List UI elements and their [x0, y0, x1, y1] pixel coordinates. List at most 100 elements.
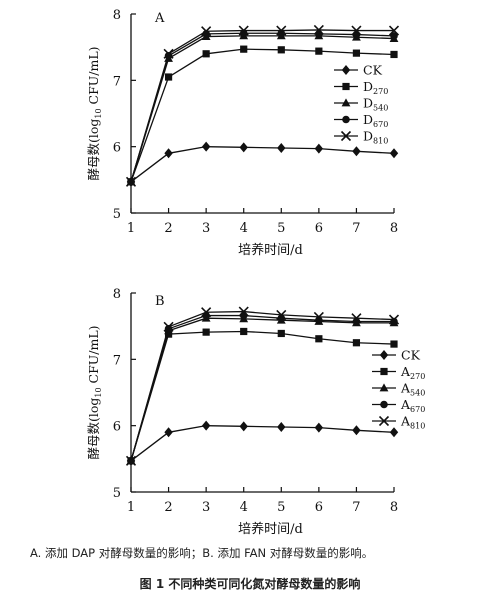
data-point — [390, 32, 398, 40]
y-tick-label: 7 — [113, 353, 121, 368]
series-ck — [126, 420, 399, 466]
series-d810 — [125, 24, 400, 187]
series-line — [130, 314, 394, 462]
data-point — [277, 29, 286, 38]
series-d270 — [127, 45, 398, 186]
x-tick-label: 4 — [240, 500, 248, 515]
legend-label-main: CK — [401, 348, 421, 363]
panel-label: B — [155, 294, 165, 309]
data-point — [313, 24, 324, 35]
legend-label: A810 — [400, 414, 425, 431]
legend-label: A670 — [400, 397, 425, 414]
y-axis-title-part: CFU/mL) — [86, 325, 101, 387]
data-point — [238, 25, 249, 36]
data-point — [239, 311, 248, 320]
x-tick-label: 6 — [315, 500, 323, 515]
y-axis-title: 酵母数(log10 CFU/mL) — [86, 46, 103, 180]
legend-label-subscript: 670 — [410, 405, 425, 414]
y-tick-label: 5 — [113, 207, 121, 222]
legend-entry-d270: D270 — [334, 79, 388, 96]
data-point — [315, 30, 323, 38]
series-a810 — [125, 306, 400, 466]
series-line — [130, 29, 394, 183]
panel-label: A — [154, 11, 165, 26]
data-point — [164, 148, 173, 159]
data-point — [314, 422, 324, 433]
data-point — [389, 148, 399, 159]
legend-label-main: D — [363, 112, 373, 127]
legend-label-subscript: 270 — [410, 372, 425, 381]
y-tick-label: 6 — [113, 420, 121, 435]
legend-label-subscript: 540 — [373, 104, 388, 113]
x-tick-label: 2 — [164, 500, 172, 515]
legend-marker — [341, 98, 351, 107]
x-tick-label: 7 — [352, 221, 360, 236]
data-point — [277, 142, 286, 153]
data-point — [389, 427, 399, 438]
legend-label: D270 — [363, 79, 388, 96]
y-axis-title-part: 酵母数(log — [86, 119, 101, 181]
legend-label: D670 — [363, 112, 388, 129]
y-tick-label: 6 — [113, 141, 121, 156]
y-axis-title-subscript: 10 — [94, 108, 103, 118]
y-tick-label: 8 — [113, 287, 121, 302]
figure-note: A. 添加 DAP 对酵母数量的影响；B. 添加 FAN 对酵母数量的影响。 — [30, 546, 374, 560]
figure-title: 图 1 不同种类可同化氮对酵母数量的影响 — [139, 577, 361, 591]
series-a270 — [127, 327, 398, 465]
legend-label: CK — [401, 348, 421, 363]
data-point — [125, 455, 137, 466]
legend-label-main: A — [400, 364, 411, 379]
y-tick-label: 8 — [113, 8, 121, 23]
y-axis-title-part: 酵母数(log — [86, 398, 101, 460]
data-point — [314, 143, 324, 154]
legend-label-main: A — [400, 381, 411, 396]
legend-label-main: A — [400, 397, 411, 412]
x-tick-label: 5 — [277, 500, 285, 515]
series-line — [130, 48, 395, 183]
legend-entry-a270: A270 — [372, 364, 425, 381]
legend-marker — [379, 383, 389, 392]
y-axis-title: 酵母数(log10 CFU/mL) — [86, 325, 103, 459]
data-point — [276, 309, 287, 320]
data-point — [390, 340, 398, 348]
x-tick-label: 5 — [277, 221, 285, 236]
data-point — [352, 339, 361, 347]
x-axis-title: 培养时间/d — [238, 521, 303, 537]
data-point — [240, 327, 248, 336]
legend-label: D540 — [363, 96, 388, 113]
data-point — [163, 48, 174, 59]
data-point — [201, 26, 212, 37]
x-tick-label: 6 — [315, 221, 323, 236]
data-point — [201, 141, 211, 152]
x-tick-label: 8 — [390, 500, 398, 515]
series-ck — [126, 141, 399, 187]
data-point — [201, 420, 211, 431]
legend-label: D810 — [363, 129, 388, 146]
data-point — [315, 335, 323, 343]
legend-entry-ck: CK — [334, 63, 383, 78]
legend-entry-d670: D670 — [334, 112, 388, 129]
legend-marker — [380, 400, 388, 409]
x-tick-label: 3 — [202, 221, 210, 236]
series-line — [130, 425, 395, 462]
legend-entry-a540: A540 — [372, 381, 425, 398]
x-tick-label: 2 — [164, 221, 172, 236]
data-point — [276, 25, 287, 36]
data-point — [351, 313, 362, 324]
data-point — [239, 421, 248, 432]
legend-label-subscript: 810 — [373, 137, 388, 146]
data-point — [239, 29, 248, 38]
legend-entry-d540: D540 — [334, 96, 388, 113]
data-point — [352, 146, 361, 157]
x-tick-label: 1 — [127, 221, 135, 236]
data-point — [202, 50, 210, 58]
data-point — [125, 176, 137, 187]
data-point — [352, 30, 361, 39]
y-tick-label: 7 — [113, 74, 121, 89]
data-point — [352, 425, 361, 436]
legend-label: A270 — [400, 364, 425, 381]
data-point — [277, 329, 285, 338]
y-axis-title-part: CFU/mL) — [86, 46, 101, 108]
